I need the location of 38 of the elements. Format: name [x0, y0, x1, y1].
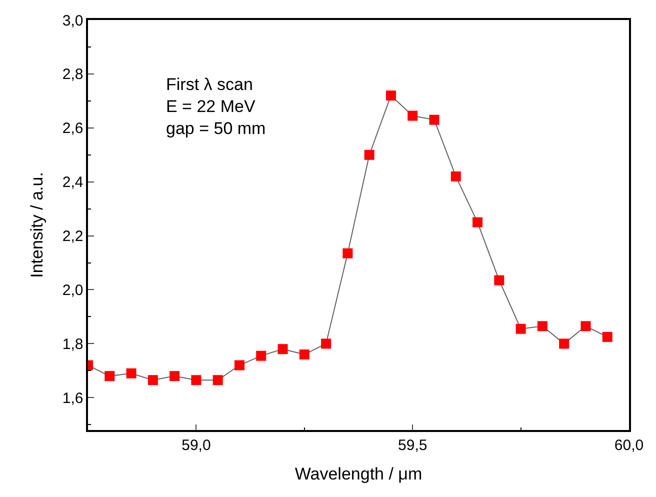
y-tick-label: 2,8: [62, 66, 84, 84]
point: [408, 110, 418, 121]
point: [342, 248, 353, 258]
y-tick-label: 2,6: [62, 120, 84, 138]
point: [559, 338, 570, 349]
x-tick-label: 59,5: [398, 436, 428, 454]
y-tick-label: 1,8: [62, 336, 84, 353]
point: [516, 324, 526, 334]
point: [170, 371, 180, 382]
y-axis-title: Intensity / a.u.: [27, 172, 46, 278]
point: [256, 350, 266, 361]
point: [472, 217, 483, 228]
point: [386, 90, 396, 101]
point: [104, 371, 115, 382]
point: [299, 349, 310, 360]
point: [191, 375, 202, 386]
x-axis-title: Wavelength / μm: [294, 464, 422, 484]
point: [148, 375, 158, 386]
y-tick-label: 2,0: [62, 282, 84, 299]
x-tick-label: 59,0: [182, 436, 211, 454]
point: [429, 114, 440, 125]
point: [364, 150, 374, 160]
point: [450, 171, 461, 182]
point: [602, 332, 612, 342]
point: [580, 321, 591, 332]
y-tick-label: 1,6: [62, 390, 84, 407]
y-tick-label: 3,0: [62, 12, 84, 30]
point: [321, 338, 332, 349]
point: [234, 360, 244, 370]
y-tick-label: 2,2: [62, 228, 84, 246]
point: [212, 375, 223, 386]
x-tick-label: 60,0: [614, 436, 644, 454]
point: [494, 275, 504, 286]
y-tick-label: 2,4: [62, 174, 84, 192]
point: [126, 368, 136, 378]
point: [278, 344, 288, 354]
annotation: First λ scan E = 22 MeV gap = 50 mm: [166, 75, 266, 138]
point: [537, 321, 548, 332]
